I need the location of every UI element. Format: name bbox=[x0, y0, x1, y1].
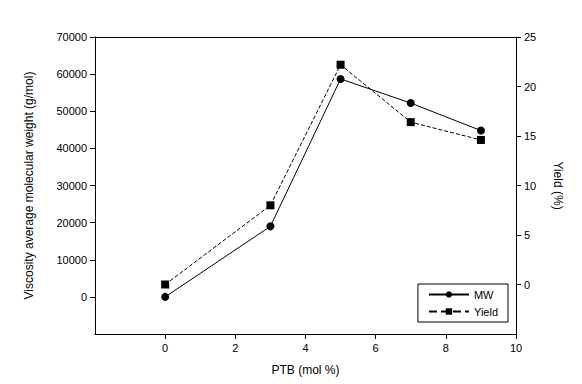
svg-text:20: 20 bbox=[524, 81, 536, 93]
svg-text:30000: 30000 bbox=[56, 180, 87, 192]
svg-text:6: 6 bbox=[373, 342, 379, 354]
svg-text:MW: MW bbox=[474, 289, 494, 301]
svg-text:10: 10 bbox=[510, 342, 522, 354]
svg-text:0: 0 bbox=[524, 279, 530, 291]
svg-text:Yield (%): Yield (%) bbox=[551, 161, 565, 209]
svg-text:2: 2 bbox=[232, 342, 238, 354]
svg-text:4: 4 bbox=[302, 342, 308, 354]
svg-text:15: 15 bbox=[524, 130, 536, 142]
svg-text:70000: 70000 bbox=[56, 31, 87, 43]
svg-text:20000: 20000 bbox=[56, 217, 87, 229]
svg-text:40000: 40000 bbox=[56, 142, 87, 154]
svg-text:5: 5 bbox=[524, 229, 530, 241]
svg-text:25: 25 bbox=[524, 31, 536, 43]
svg-text:8: 8 bbox=[443, 342, 449, 354]
svg-text:0: 0 bbox=[81, 291, 87, 303]
svg-text:10000: 10000 bbox=[56, 254, 87, 266]
svg-text:Yield: Yield bbox=[474, 306, 498, 318]
svg-text:PTB (mol %): PTB (mol %) bbox=[271, 363, 339, 377]
svg-text:60000: 60000 bbox=[56, 68, 87, 80]
svg-text:0: 0 bbox=[162, 342, 168, 354]
svg-text:50000: 50000 bbox=[56, 105, 87, 117]
svg-text:Viscosity average molecular we: Viscosity average molecular weight (g/mo… bbox=[22, 72, 36, 300]
svg-text:10: 10 bbox=[524, 180, 536, 192]
